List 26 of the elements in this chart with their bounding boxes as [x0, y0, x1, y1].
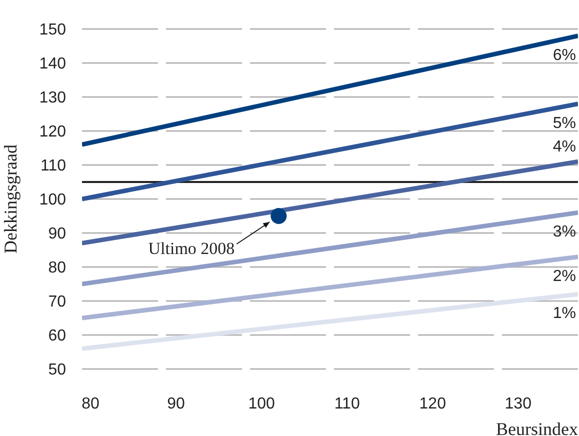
series-label: 5% [552, 114, 576, 132]
x-axis-title: Beursindex [496, 419, 578, 436]
annotation: Ultimo 2008 [148, 239, 235, 258]
x-tick-label: 80 [82, 395, 100, 412]
y-tick-label: 100 [39, 192, 66, 209]
series-label: 3% [552, 224, 576, 241]
series-label: 2% [552, 268, 576, 285]
series-label: 6% [552, 46, 576, 64]
y-tick-label: 150 [39, 22, 66, 39]
x-tick-label: 120 [419, 395, 446, 412]
y-axis-title: Dekkingsgraad [0, 144, 20, 254]
y-tick-label: 60 [48, 328, 66, 345]
y-tick-label: 50 [48, 362, 66, 379]
x-tick-label: 130 [504, 395, 532, 412]
y-tick-label: 90 [48, 226, 66, 243]
y-tick-label: 110 [40, 158, 66, 175]
y-tick-label: 70 [48, 294, 66, 311]
y-tick-label: 130 [39, 90, 66, 107]
y-tick-label: 120 [39, 124, 66, 141]
x-tick-label: 110 [334, 395, 360, 412]
y-tick-label: 80 [48, 260, 66, 277]
x-tick-label: 90 [167, 395, 186, 412]
series-label: 4% [552, 138, 576, 156]
x-tick-label: 100 [248, 395, 276, 412]
series-label: 1% [552, 305, 576, 322]
y-tick-label: 140 [39, 56, 66, 73]
